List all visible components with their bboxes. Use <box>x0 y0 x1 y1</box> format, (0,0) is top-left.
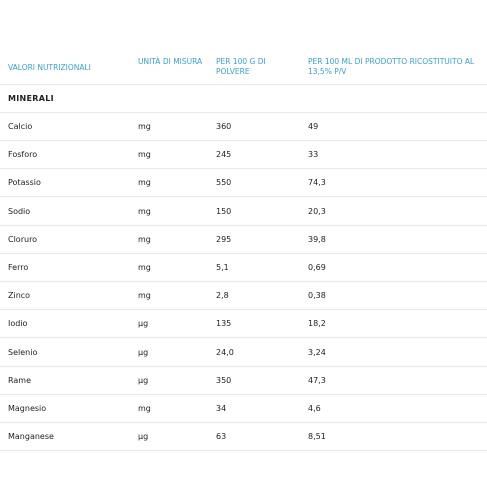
value-cell: mg <box>138 122 151 131</box>
value-cell: 2,8 <box>216 291 229 301</box>
value-cell: 47,3 <box>308 375 326 385</box>
row-divider <box>0 84 487 85</box>
value-cell: 350 <box>216 375 232 385</box>
section-title: MINERALI <box>8 94 54 103</box>
row-divider <box>0 281 487 282</box>
row-divider <box>0 450 487 452</box>
value-cell: 49 <box>308 122 319 131</box>
row-divider <box>0 422 487 423</box>
value-cell: 150 <box>216 206 232 216</box>
header-cell: UNITÀ DI MISURA <box>138 57 203 66</box>
value-cell: 20,3 <box>308 206 326 216</box>
nutrient-name: Calcio <box>8 122 33 131</box>
value-cell: 0,38 <box>308 291 326 301</box>
nutrient-name: Magnesio <box>8 404 47 413</box>
nutrient-name: Rame <box>8 375 31 385</box>
nutrient-name: Selenio <box>8 347 38 357</box>
value-cell: 74,3 <box>308 178 326 188</box>
value-cell: µg <box>138 375 149 385</box>
value-cell: 4,6 <box>308 404 321 413</box>
value-cell: 360 <box>216 122 232 131</box>
value-cell: 0,69 <box>308 263 326 272</box>
value-cell: mg <box>138 263 151 272</box>
nutrient-name: Ferro <box>8 263 29 272</box>
value-cell: 5,1 <box>216 263 229 272</box>
row-divider <box>0 365 487 367</box>
value-cell: µg <box>138 319 149 329</box>
value-cell: µg <box>138 432 149 442</box>
value-cell: 3,24 <box>308 347 326 357</box>
value-cell: 245 <box>216 150 232 160</box>
header-cell: VALORI NUTRIZIONALI <box>8 63 91 72</box>
row-divider <box>0 112 487 113</box>
value-cell: 39,8 <box>308 234 326 244</box>
row-divider <box>0 224 487 226</box>
value-cell: mg <box>138 206 151 216</box>
value-cell: µg <box>138 347 149 357</box>
header-cell: PER 100 ML DI PRODOTTO RICOSTITUITO AL 1… <box>308 57 475 76</box>
row-divider <box>0 337 487 339</box>
value-cell: 550 <box>216 178 232 188</box>
nutrient-name: Zinco <box>8 291 31 301</box>
value-cell: 8,51 <box>308 432 326 442</box>
row-divider <box>0 309 487 311</box>
nutrient-name: Cloruro <box>8 234 38 244</box>
value-cell: mg <box>138 404 151 413</box>
row-divider <box>0 393 487 395</box>
nutrient-name: Potassio <box>8 178 41 188</box>
value-cell: 24,0 <box>216 347 234 357</box>
row-divider <box>0 140 487 141</box>
nutrient-name: Iodio <box>8 319 28 329</box>
value-cell: mg <box>138 234 151 244</box>
row-divider <box>0 168 487 170</box>
value-cell: mg <box>138 178 151 188</box>
nutrient-name: Manganese <box>8 432 54 442</box>
row-divider <box>0 196 487 198</box>
value-cell: 18,2 <box>308 319 326 329</box>
value-cell: 63 <box>216 432 227 442</box>
nutrient-name: Sodio <box>8 206 31 216</box>
value-cell: mg <box>138 291 151 301</box>
nutrient-name: Fosforo <box>8 150 38 160</box>
header-cell: PER 100 G DI POLVERE <box>216 57 266 76</box>
value-cell: 135 <box>216 319 232 329</box>
value-cell: 33 <box>308 150 319 160</box>
value-cell: mg <box>138 150 151 160</box>
row-divider <box>0 252 487 254</box>
value-cell: 34 <box>216 404 227 413</box>
value-cell: 295 <box>216 234 232 244</box>
